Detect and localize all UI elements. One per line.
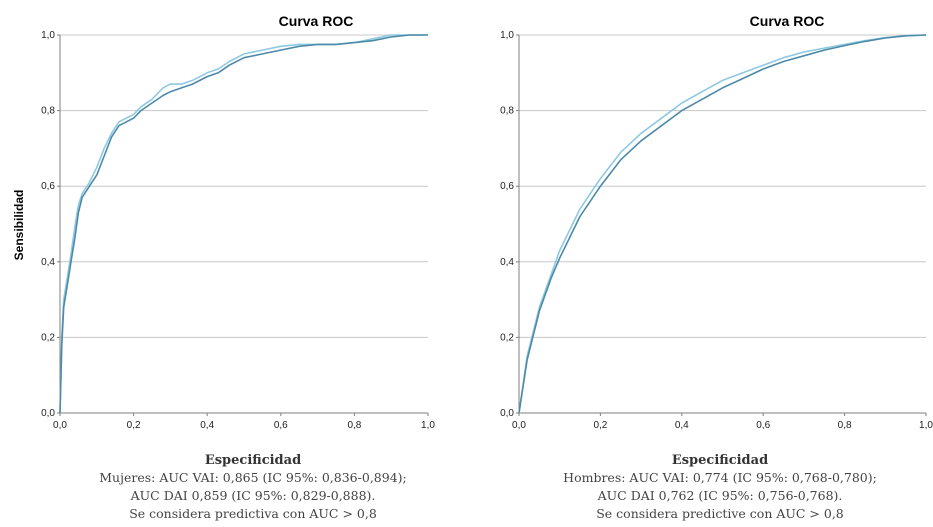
caption-line-2: AUC DAI 0,762 (IC 95%: 0,756-0,768). xyxy=(597,488,843,503)
plot-area xyxy=(59,34,428,414)
x-tick-label: 0,8 xyxy=(347,420,361,431)
y-tick-label: 0,8 xyxy=(41,106,55,117)
y-tick-label: 1,0 xyxy=(41,30,55,41)
x-tick-label: 0,6 xyxy=(274,420,288,431)
caption-line-2: AUC DAI 0,859 (IC 95%: 0,829-0,888). xyxy=(130,488,376,503)
roc-chart-hombres: Curva ROC 0,0 0,2 0,4 0,6 0,8 1,0 0,0 0,2 0,4 0,6… xyxy=(500,13,933,521)
roc-curve-series-1 xyxy=(518,34,927,414)
x-axis-label: Especificidad xyxy=(672,453,768,468)
y-tick-label: 1,0 xyxy=(500,30,514,41)
chart-title: Curva ROC xyxy=(750,13,825,29)
y-tick-label: 0,2 xyxy=(41,332,55,343)
gridlines xyxy=(519,34,926,338)
caption-line-1: Hombres: AUC VAI: 0,774 (IC 95%: 0,768-0… xyxy=(563,470,877,485)
x-tick-label: 0,0 xyxy=(512,420,526,431)
x-tick-label: 1,0 xyxy=(919,420,933,431)
x-axis-label: Especificidad xyxy=(205,453,301,468)
x-tick-label: 0,8 xyxy=(838,420,852,431)
y-tick-label: 0,6 xyxy=(500,181,514,192)
x-tick-label: 0,2 xyxy=(127,420,141,431)
y-tick-label: 0,4 xyxy=(500,257,514,268)
x-tick-label: 0,0 xyxy=(53,420,67,431)
chart-title: Curva ROC xyxy=(279,13,354,29)
y-axis-label: Sensibilidad xyxy=(12,190,26,261)
y-tick-label: 0,4 xyxy=(41,257,55,268)
caption-line-3: Se considera predictive con AUC > 0,8 xyxy=(596,506,844,521)
caption-line-1: Mujeres: AUC VAI: 0,865 (IC 95%: 0,836-0… xyxy=(99,470,406,485)
y-tick-label: 0,0 xyxy=(41,408,55,419)
roc-curve-series-1 xyxy=(59,34,428,414)
y-tick-label: 0,0 xyxy=(500,408,514,419)
roc-chart-mujeres: Curva ROC Sensibilidad 0,0 0,2 0,4 0,6 0,8 1,… xyxy=(12,13,435,521)
x-tick-label: 0,4 xyxy=(675,420,689,431)
tick-labels: 0,0 0,2 0,4 0,6 0,8 1,0 0,0 0,2 0,4 0,6 0,8 1,0 xyxy=(500,30,933,431)
x-tick-label: 0,2 xyxy=(593,420,607,431)
gridlines xyxy=(60,34,428,338)
x-tick-label: 0,6 xyxy=(756,420,770,431)
tick-labels: 0,0 0,2 0,4 0,6 0,8 1,0 0,0 0,2 0,4 0,6 0,8 1,0 xyxy=(41,30,435,431)
y-tick-label: 0,2 xyxy=(500,332,514,343)
roc-curve-series-2 xyxy=(59,34,428,414)
y-tick-label: 0,8 xyxy=(500,106,514,117)
plot-area xyxy=(518,34,927,414)
x-tick-label: 1,0 xyxy=(421,420,435,431)
x-tick-label: 0,4 xyxy=(200,420,214,431)
roc-curve-series-2 xyxy=(518,34,927,414)
caption-line-3: Se considera predictiva con AUC > 0,8 xyxy=(129,506,377,521)
y-tick-label: 0,6 xyxy=(41,181,55,192)
